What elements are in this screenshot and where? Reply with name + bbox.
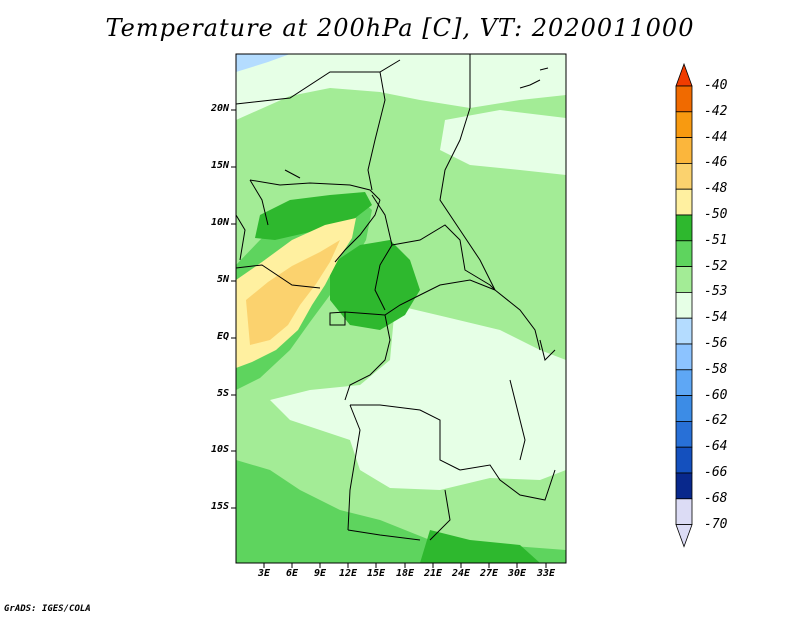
border-line xyxy=(494,289,541,351)
lon-ticks xyxy=(263,563,547,568)
colorbar-segment xyxy=(675,188,693,216)
colorbar-label: -51 xyxy=(704,232,728,248)
colorbar-segment xyxy=(675,162,693,190)
field-54-north xyxy=(236,54,566,120)
border-line xyxy=(371,194,393,311)
border-line xyxy=(249,179,381,201)
colorbar-segment xyxy=(675,420,693,448)
colorbar-segment xyxy=(675,291,693,319)
border-line xyxy=(391,224,496,291)
colorbar-label: -60 xyxy=(704,387,728,403)
lat-label-20n: 20N xyxy=(210,103,229,114)
border-line xyxy=(235,264,321,289)
lon-label-9e: 9E xyxy=(313,568,327,579)
colorbar-segment xyxy=(675,446,693,474)
lat-label-5n: 5N xyxy=(216,274,229,285)
field-56-nw xyxy=(236,54,290,72)
border-line xyxy=(429,489,451,541)
border-line xyxy=(439,107,496,291)
lat-label-eq: EQ xyxy=(216,331,229,342)
border-line xyxy=(329,311,346,326)
lon-label-18e: 18E xyxy=(395,568,415,579)
colorbar-label: -54 xyxy=(704,310,728,326)
colorbar-segment xyxy=(675,472,693,500)
border-line xyxy=(519,79,541,89)
colorbar-label: -53 xyxy=(704,284,728,300)
lat-label-5s: 5S xyxy=(216,388,229,399)
field-52-nw xyxy=(255,192,372,240)
lon-label-30e: 30E xyxy=(507,568,527,579)
lat-label-10s: 10S xyxy=(210,444,229,455)
map-frame xyxy=(235,53,567,564)
border-line xyxy=(334,199,381,263)
country-borders xyxy=(235,54,556,541)
border-line xyxy=(235,214,246,261)
field-54-central xyxy=(270,305,566,490)
colorbar-arrow-bottom xyxy=(675,524,693,548)
border-line xyxy=(347,404,361,531)
border-line xyxy=(509,379,526,461)
colorbar-segment xyxy=(675,498,693,525)
lon-label-15e: 15E xyxy=(366,568,386,579)
border-line xyxy=(235,59,401,105)
border-line xyxy=(459,464,556,501)
colorbar-label: -52 xyxy=(704,258,728,274)
colorbar-label: -68 xyxy=(704,490,728,506)
border-line xyxy=(539,67,549,71)
lon-label-33e: 33E xyxy=(536,568,556,579)
lat-label-10n: 10N xyxy=(210,217,229,228)
border-line xyxy=(284,169,301,179)
colorbar-label: -66 xyxy=(704,465,728,480)
lon-label-21e: 21E xyxy=(423,568,443,579)
colorbar-label: -42 xyxy=(704,103,728,119)
lon-label-12e: 12E xyxy=(338,568,358,579)
border-line xyxy=(367,71,386,191)
field-52-se xyxy=(420,530,540,563)
colorbar-segment xyxy=(675,111,693,139)
temperature-field xyxy=(236,54,566,563)
colorbar-arrow-top xyxy=(675,62,693,87)
colorbar-segment xyxy=(675,395,693,422)
colorbar-segment xyxy=(675,343,693,371)
colorbar-segment xyxy=(675,85,693,113)
lon-label-27e: 27E xyxy=(479,568,499,579)
colorbar-label: -48 xyxy=(704,181,728,197)
colorbar-segment xyxy=(675,266,693,293)
lat-label-15s: 15S xyxy=(210,501,229,512)
colorbar-label: -40 xyxy=(704,78,728,93)
lon-label-6e: 6E xyxy=(285,568,299,579)
lat-ticks xyxy=(231,109,236,509)
lon-label-24e: 24E xyxy=(451,568,471,579)
colorbar-label: -70 xyxy=(704,516,728,532)
border-line xyxy=(344,314,391,401)
colorbar-label: -56 xyxy=(704,336,728,351)
field-53-south xyxy=(236,460,566,563)
colorbar-label: -46 xyxy=(704,155,728,171)
colorbar-label: -62 xyxy=(704,413,728,429)
colorbar-label: -50 xyxy=(704,207,728,222)
colorbar-label: -64 xyxy=(704,439,728,455)
border-line xyxy=(347,529,421,541)
border-line xyxy=(350,404,461,471)
credit-text: GrADS: IGES/COLA xyxy=(4,604,91,614)
colorbar-label: -44 xyxy=(704,129,728,145)
border-line xyxy=(249,179,269,226)
lon-label-3e: 3E xyxy=(257,568,271,579)
field-52-central xyxy=(330,240,420,330)
field-50 xyxy=(246,240,340,345)
colorbar-segment xyxy=(675,369,693,396)
colorbar-segment xyxy=(675,317,693,345)
colorbar xyxy=(675,62,693,548)
colorbar-segment xyxy=(675,137,693,164)
colorbar-label: -58 xyxy=(704,361,728,377)
field-54-east xyxy=(440,110,566,175)
lat-label-15n: 15N xyxy=(210,160,229,171)
chart-title: Temperature at 200hPa [C], VT: 202001100… xyxy=(105,14,695,42)
colorbar-segment xyxy=(675,240,693,268)
colorbar-segment xyxy=(675,214,693,242)
border-line xyxy=(539,339,556,361)
